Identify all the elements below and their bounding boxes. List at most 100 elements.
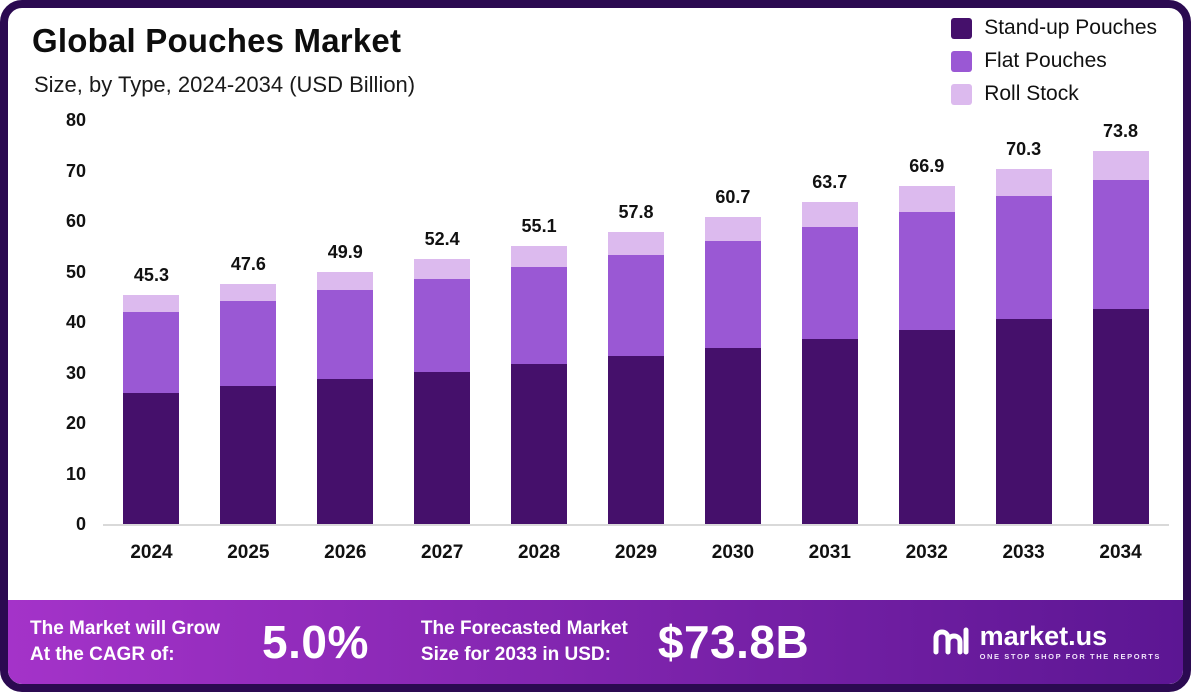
x-axis-label: 2032	[905, 542, 948, 563]
y-tick-label: 80	[65, 110, 86, 130]
stacked-bar-2030	[704, 217, 761, 524]
bar-total-label: 45.3	[133, 265, 169, 286]
bar-segment	[414, 279, 471, 372]
bar-total-label: 63.7	[812, 172, 848, 193]
stacked-bar-2034	[1092, 151, 1149, 524]
stacked-bar-2025	[220, 283, 277, 524]
y-tick-label: 40	[65, 312, 86, 332]
legend-item-flat-pouches: Flat Pouches	[951, 49, 1157, 73]
legend-swatch-flat-pouches	[951, 50, 973, 72]
forecast-label-line2: Size for 2033 in USD:	[420, 644, 611, 665]
bar-total-label: 60.7	[715, 187, 751, 208]
stacked-bar-2032	[898, 186, 955, 524]
bar-segment	[608, 356, 664, 524]
bar-total-label: 55.1	[521, 215, 557, 236]
bar-segment	[123, 392, 180, 524]
x-axis-label: 2028	[517, 542, 561, 563]
legend-label-roll-stock: Roll Stock	[984, 82, 1079, 105]
legend-swatch-roll-stock	[951, 83, 973, 105]
bar-segment	[1092, 151, 1149, 180]
bar-segment	[220, 283, 277, 302]
bar-segment	[995, 196, 1052, 320]
bar-segment	[123, 311, 180, 393]
bar-segment	[317, 272, 374, 291]
bar-total-label: 70.3	[1006, 139, 1042, 159]
bar-segment	[995, 319, 1052, 524]
bar-segment	[317, 378, 374, 524]
logo-text: market.us	[979, 621, 1108, 652]
bar-total-label: 52.4	[424, 229, 460, 250]
bar-segment	[801, 202, 858, 228]
forecast-label: The Forecasted Market Size for 2033 in U…	[421, 616, 628, 667]
legend-label-flat-pouches: Flat Pouches	[984, 49, 1107, 72]
bar-segment	[317, 290, 374, 379]
legend-item-roll-stock: Roll Stock	[951, 82, 1157, 106]
stacked-bar-2031	[801, 202, 858, 524]
legend-label-stand-up-pouches: Stand-up Pouches	[984, 16, 1157, 39]
legend-swatch-stand-up-pouches	[951, 17, 973, 39]
legend-item-stand-up-pouches: Stand-up Pouches	[951, 16, 1157, 40]
x-axis-label: 2034	[1099, 542, 1142, 563]
x-axis-label: 2024	[130, 542, 173, 563]
bar-segment	[220, 386, 277, 524]
cagr-label-line2: At the CAGR of:	[30, 644, 175, 665]
logo-tagline: One Stop Shop For The Reports	[979, 652, 1161, 662]
legend: Stand-up Pouches Flat Pouches Roll Stock	[951, 16, 1157, 106]
stacked-bar-2026	[317, 272, 374, 524]
bar-segment	[1092, 309, 1149, 524]
x-axis-label: 2031	[808, 542, 851, 563]
bar-segment	[608, 232, 664, 255]
stacked-bar-2027	[414, 259, 471, 524]
bar-segment	[898, 329, 955, 524]
footer-banner: The Market will Grow At the CAGR of: 5.0…	[8, 600, 1183, 684]
bar-segment	[801, 338, 858, 524]
x-axis-label: 2026	[324, 542, 367, 563]
bar-total-label: 49.9	[327, 242, 363, 263]
cagr-value: 5.0%	[262, 616, 369, 668]
y-tick-label: 20	[65, 413, 86, 433]
forecast-label-line1: The Forecasted Market	[420, 618, 628, 640]
bar-segment	[511, 245, 568, 268]
bar-segment	[123, 295, 180, 312]
bar-total-label: 57.8	[618, 202, 654, 223]
cagr-label: The Market will Grow At the CAGR of:	[30, 616, 220, 667]
bar-segment	[1092, 179, 1149, 310]
stacked-bar-2024	[123, 295, 180, 524]
bar-segment	[511, 364, 568, 524]
bar-total-label: 47.6	[230, 253, 266, 274]
bar-segment	[801, 227, 858, 339]
stacked-bar-2029	[608, 232, 664, 524]
page-title: Global Pouches Market	[32, 22, 402, 59]
bar-segment	[704, 347, 761, 524]
stacked-bar-2033	[995, 169, 1052, 524]
bar-total-label: 66.9	[909, 156, 945, 177]
x-axis-label: 2033	[1002, 542, 1045, 563]
market-us-logo-icon	[930, 619, 972, 666]
bar-segment	[608, 254, 664, 357]
x-axis-label: 2030	[711, 542, 755, 563]
bar-segment	[898, 186, 955, 213]
y-tick-label: 50	[65, 261, 86, 282]
plot-area: 45.3 47.6 49.9 52.4 55.1 57.8 60.7 63.7 66.9 70.3…	[103, 120, 1169, 526]
bar-segment	[511, 267, 568, 365]
y-tick-label: 0	[75, 514, 86, 534]
y-tick-label: 30	[65, 362, 86, 383]
y-tick-label: 10	[65, 463, 86, 484]
y-axis: 0 10 20 30 40 50 60 70 80	[34, 110, 92, 534]
bar-segment	[995, 169, 1052, 197]
market-us-logo: market.us One Stop Shop For The Reports	[930, 619, 1161, 666]
stacked-bar-2028	[511, 245, 568, 524]
bar-segment	[704, 241, 761, 348]
x-axis-label: 2027	[421, 542, 464, 563]
y-tick-label: 60	[65, 211, 86, 231]
x-axis-label: 2029	[614, 542, 658, 563]
y-tick-label: 70	[65, 160, 86, 181]
forecast-value: $73.8B	[657, 616, 810, 668]
cagr-label-line1: The Market will Grow	[30, 618, 221, 640]
x-axis-label: 2025	[227, 542, 270, 563]
bar-segment	[220, 301, 277, 387]
bar-segment	[704, 217, 761, 242]
page-subtitle: Size, by Type, 2024-2034 (USD Billion)	[34, 72, 416, 97]
bar-segment	[898, 212, 955, 330]
